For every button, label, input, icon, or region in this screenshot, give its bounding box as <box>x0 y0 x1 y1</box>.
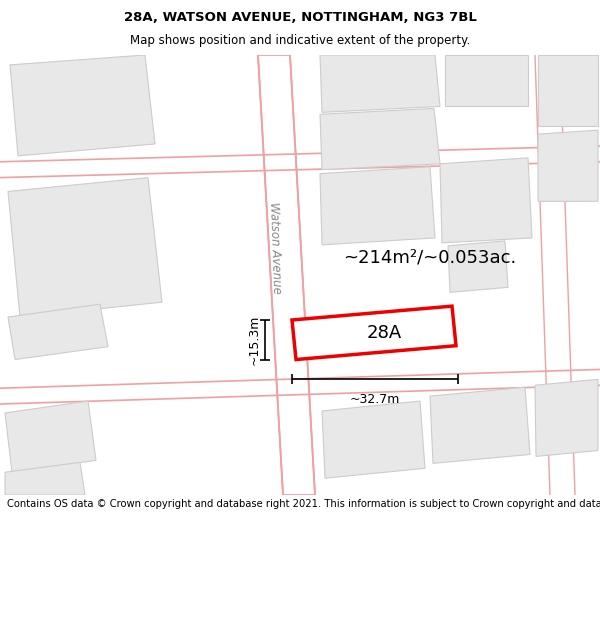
Polygon shape <box>445 55 528 106</box>
Polygon shape <box>538 55 598 126</box>
Text: Contains OS data © Crown copyright and database right 2021. This information is : Contains OS data © Crown copyright and d… <box>7 499 600 509</box>
Polygon shape <box>10 55 155 156</box>
Text: 28A: 28A <box>367 324 401 342</box>
Polygon shape <box>292 306 456 359</box>
Polygon shape <box>258 55 315 495</box>
Polygon shape <box>320 167 435 245</box>
Polygon shape <box>8 304 108 359</box>
Polygon shape <box>538 130 598 201</box>
Polygon shape <box>440 158 532 243</box>
Polygon shape <box>320 108 440 170</box>
Polygon shape <box>320 55 440 112</box>
Polygon shape <box>430 388 530 463</box>
Polygon shape <box>5 462 85 495</box>
Polygon shape <box>5 401 96 472</box>
Text: ~32.7m: ~32.7m <box>350 393 400 406</box>
Polygon shape <box>322 401 425 478</box>
Text: 28A, WATSON AVENUE, NOTTINGHAM, NG3 7BL: 28A, WATSON AVENUE, NOTTINGHAM, NG3 7BL <box>124 11 476 24</box>
Text: ~15.3m: ~15.3m <box>248 314 261 365</box>
Text: Watson Avenue: Watson Avenue <box>267 202 283 294</box>
Polygon shape <box>448 241 508 292</box>
Text: Map shows position and indicative extent of the property.: Map shows position and indicative extent… <box>130 34 470 47</box>
Text: ~214m²/~0.053ac.: ~214m²/~0.053ac. <box>343 249 517 267</box>
Polygon shape <box>8 177 162 317</box>
Polygon shape <box>535 379 598 456</box>
